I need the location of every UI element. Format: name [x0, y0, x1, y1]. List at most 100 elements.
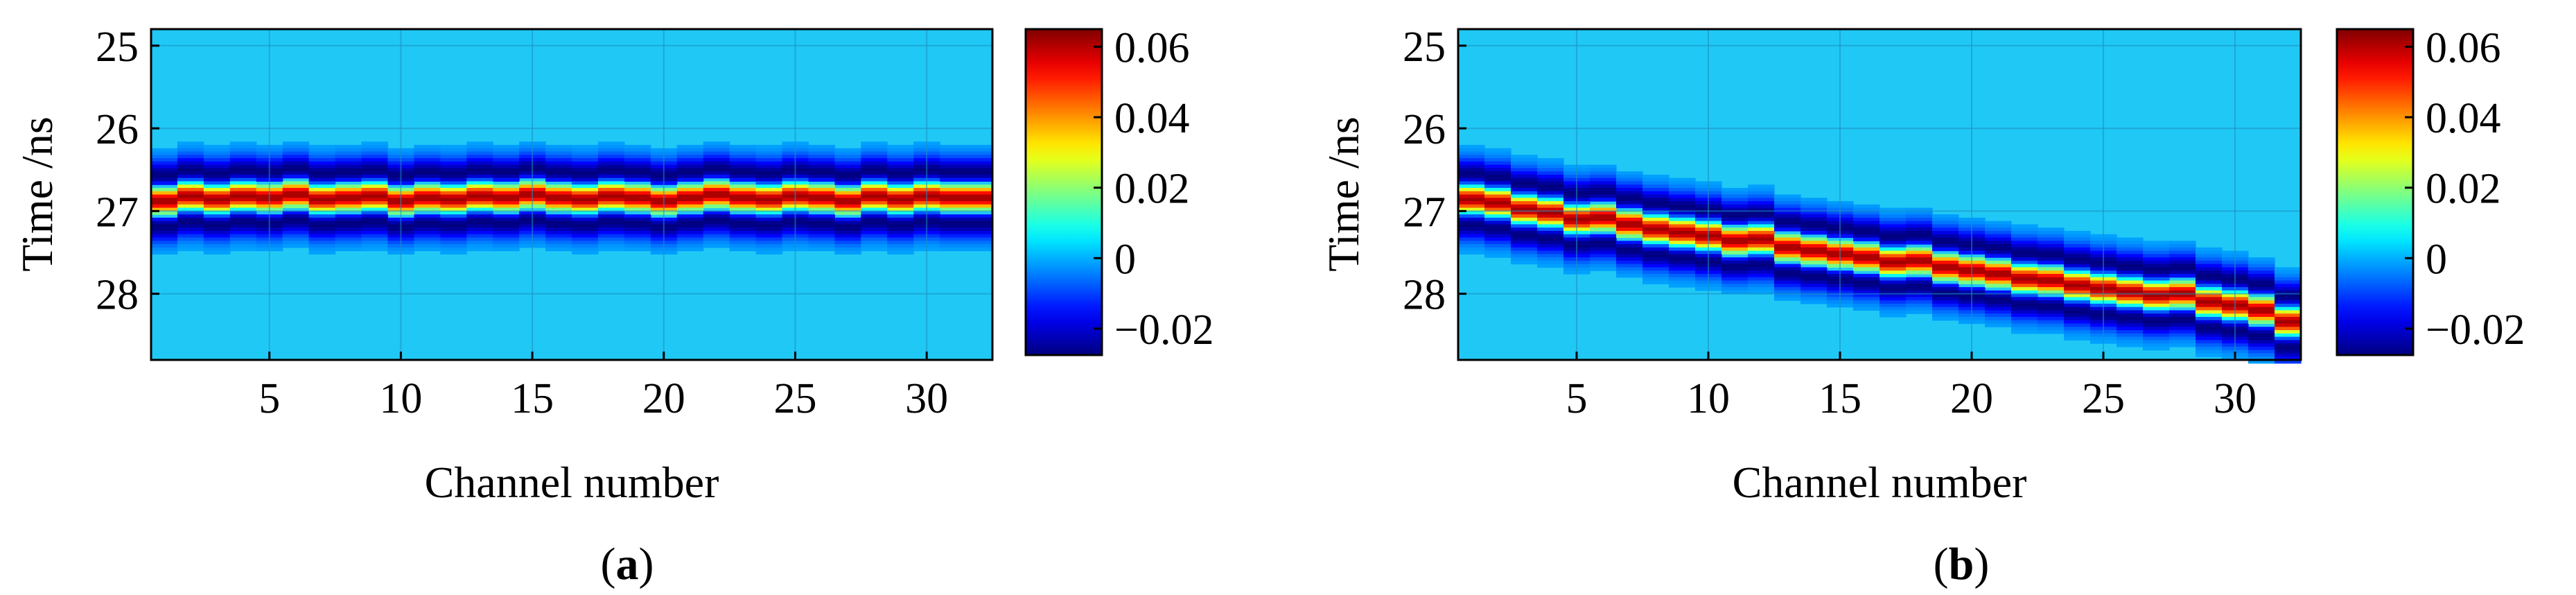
- heatmap-cell: [887, 187, 914, 192]
- heatmap-cell: [493, 155, 520, 159]
- heatmap-cell: [1669, 234, 1696, 239]
- heatmap-cell: [1537, 201, 1564, 205]
- heatmap-cell: [887, 144, 914, 149]
- heatmap-cell: [1511, 171, 1538, 175]
- heatmap-cell: [624, 224, 651, 228]
- heatmap-cell: [493, 164, 520, 169]
- heatmap-cell: [861, 151, 888, 155]
- heatmap-cell: [466, 151, 493, 155]
- heatmap-cell: [2011, 323, 2038, 327]
- heatmap-cell: [2064, 254, 2091, 258]
- heatmap-cell: [1669, 273, 1696, 278]
- heatmap-cell: [1642, 247, 1670, 252]
- heatmap-cell: [2038, 250, 2065, 255]
- heatmap-cell: [808, 194, 835, 198]
- heatmap-cell: [2064, 237, 2091, 241]
- heatmap-cell: [2011, 250, 2038, 255]
- heatmap-cell: [545, 191, 572, 196]
- heatmap-cell: [361, 181, 389, 185]
- heatmap-cell: [2038, 287, 2065, 291]
- heatmap-cell: [887, 224, 914, 228]
- heatmap-cell: [229, 224, 257, 228]
- heatmap-cell: [624, 247, 651, 252]
- heatmap-cell: [177, 181, 204, 185]
- heatmap-cell: [493, 227, 520, 232]
- heatmap-cell: [1669, 267, 1696, 271]
- heatmap-cell: [966, 144, 993, 149]
- heatmap-cell: [2011, 284, 2038, 288]
- heatmap-cell: [1511, 155, 1538, 159]
- heatmap-cell: [1484, 214, 1512, 218]
- heatmap-cell: [676, 198, 704, 202]
- heatmap-cell: [1932, 214, 1959, 218]
- heatmap-cell: [282, 187, 310, 192]
- heatmap-cell: [2143, 257, 2170, 261]
- heatmap-cell: [1458, 207, 1485, 212]
- heatmap-cell: [361, 237, 389, 241]
- heatmap-cell: [308, 171, 336, 175]
- heatmap-cell: [2011, 310, 2038, 314]
- heatmap-cell: [308, 217, 336, 222]
- heatmap-cell: [2011, 327, 2038, 331]
- heatmap-cell: [1669, 280, 1696, 284]
- heatmap-cell: [440, 151, 467, 155]
- heatmap-cell: [1721, 241, 1749, 245]
- heatmap-cell: [440, 168, 467, 172]
- x-tick-label: 25: [2082, 375, 2125, 422]
- heatmap-cell: [203, 234, 231, 239]
- heatmap-cell: [755, 174, 783, 179]
- heatmap-cell: [1748, 247, 1775, 252]
- heatmap-cell: [887, 250, 914, 255]
- heatmap-cell: [361, 224, 389, 228]
- heatmap-cell: [887, 204, 914, 209]
- heatmap-cell: [361, 155, 389, 159]
- heatmap-cell: [2248, 267, 2275, 271]
- heatmap-cell: [1590, 227, 1617, 232]
- heatmap-cell: [2248, 330, 2275, 334]
- heatmap-cell: [1484, 230, 1512, 235]
- heatmap-cell: [308, 174, 336, 179]
- heatmap-cell: [940, 178, 967, 182]
- heatmap-cell: [834, 171, 861, 175]
- heatmap-cell: [493, 230, 520, 235]
- heatmap-cell: [308, 244, 336, 248]
- heatmap-cell: [940, 217, 967, 222]
- heatmap-cell: [493, 224, 520, 228]
- heatmap-cell: [1590, 164, 1617, 169]
- heatmap-cell: [2196, 343, 2223, 347]
- heatmap-cell: [1853, 257, 1880, 261]
- heatmap-cell: [177, 164, 204, 169]
- heatmap-cell: [2248, 353, 2275, 357]
- heatmap-cell: [1669, 227, 1696, 232]
- heatmap-cell: [2064, 290, 2091, 295]
- heatmap-cell: [1537, 171, 1564, 175]
- heatmap-cell: [545, 244, 572, 248]
- heatmap-cell: [1906, 303, 1933, 308]
- heatmap-cell: [703, 155, 730, 159]
- heatmap-cell: [493, 171, 520, 175]
- heatmap-cell: [151, 171, 178, 175]
- heatmap-cell: [1748, 290, 1775, 295]
- heatmap-cell: [203, 158, 231, 162]
- heatmap-cell: [1537, 244, 1564, 248]
- heatmap-cell: [440, 144, 467, 149]
- heatmap-cell: [493, 214, 520, 218]
- heatmap-cell: [2196, 327, 2223, 331]
- heatmap-cell: [887, 244, 914, 248]
- heatmap-cell: [1590, 221, 1617, 225]
- heatmap-cell: [1458, 204, 1485, 209]
- heatmap-cell: [940, 184, 967, 189]
- heatmap-cell: [624, 174, 651, 179]
- heatmap-cell: [966, 155, 993, 159]
- heatmap-cell: [2275, 297, 2302, 301]
- heatmap-cell: [2038, 280, 2065, 284]
- heatmap-cell: [1616, 217, 1643, 222]
- heatmap-cell: [1590, 191, 1617, 196]
- heatmap-cell: [887, 191, 914, 196]
- heatmap-cell: [361, 241, 389, 245]
- heatmap-cell: [1985, 250, 2012, 255]
- heatmap-cell: [1616, 171, 1643, 175]
- heatmap-cell: [1669, 207, 1696, 212]
- heatmap-cell: [1853, 264, 1880, 268]
- heatmap-cell: [1642, 257, 1670, 261]
